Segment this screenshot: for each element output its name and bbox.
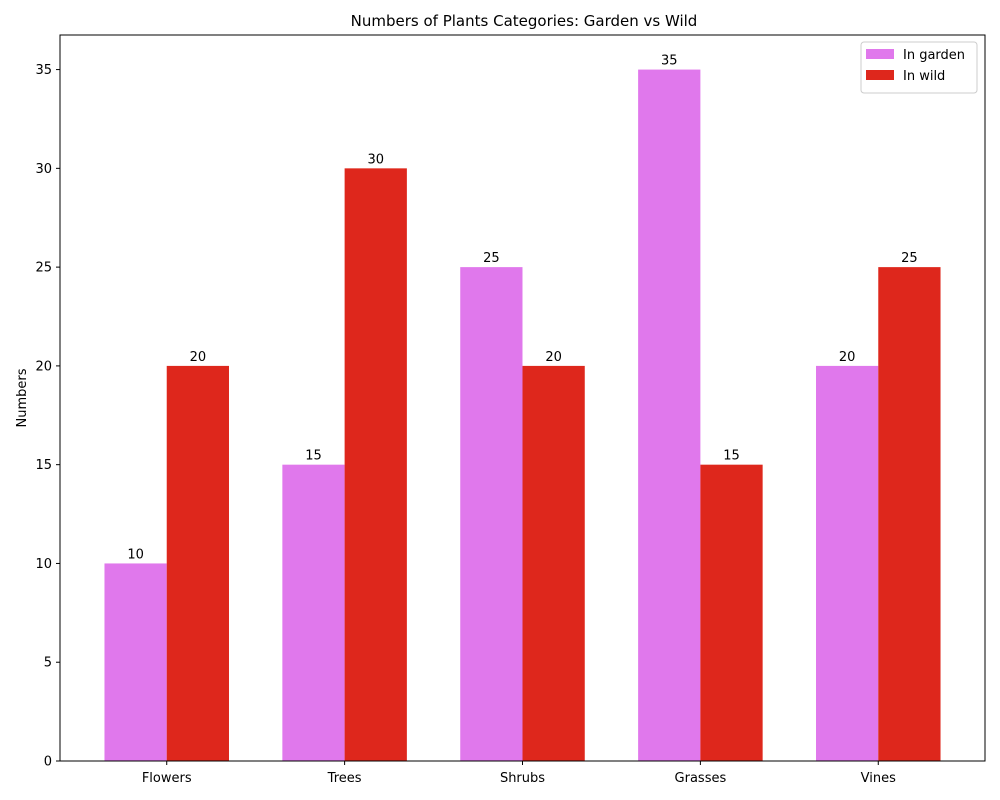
bar-flowers-in-garden xyxy=(104,563,167,761)
y-tick-label: 10 xyxy=(35,557,52,572)
y-tick-label: 25 xyxy=(35,261,52,276)
bar-value-label: 20 xyxy=(190,350,207,365)
x-tick-label: Trees xyxy=(327,771,362,786)
bar-value-label: 10 xyxy=(127,547,144,562)
bar-trees-in-garden xyxy=(282,464,345,761)
bar-value-label: 25 xyxy=(483,251,500,266)
chart-title: Numbers of Plants Categories: Garden vs … xyxy=(351,12,698,30)
y-tick-label: 30 xyxy=(35,162,52,177)
legend-swatch xyxy=(866,49,894,59)
bar-labels-group: 10 15 25 35 20 20 30 20 15 25 xyxy=(127,54,917,563)
bar-shrubs-in-wild xyxy=(522,365,585,761)
bar-value-label: 30 xyxy=(367,152,384,167)
bar-trees-in-wild xyxy=(344,168,407,762)
bars-group xyxy=(104,69,941,762)
bar-flowers-in-wild xyxy=(166,365,229,761)
bar-shrubs-in-garden xyxy=(460,267,523,761)
y-tick-label: 20 xyxy=(35,359,52,374)
bar-value-label: 15 xyxy=(723,449,740,464)
bar-grasses-in-garden xyxy=(638,69,701,762)
y-axis: 0 5 10 15 20 25 30 35 xyxy=(35,63,60,770)
plot-frame xyxy=(59,34,986,762)
x-tick-label: Grasses xyxy=(675,771,727,786)
bar-value-label: 35 xyxy=(661,54,678,69)
y-axis-label: Numbers xyxy=(15,368,30,427)
bar-value-label: 15 xyxy=(305,449,322,464)
y-tick-label: 15 xyxy=(35,458,52,473)
legend: In garden In wild xyxy=(860,41,978,94)
bar-value-label: 25 xyxy=(901,251,918,266)
legend-swatch xyxy=(866,70,894,80)
bar-value-label: 20 xyxy=(839,350,856,365)
legend-label: In wild xyxy=(903,69,945,84)
bar-grasses-in-wild xyxy=(700,464,763,761)
x-tick-label: Flowers xyxy=(142,771,192,786)
y-tick-label: 35 xyxy=(35,63,52,78)
x-axis: Flowers Trees Shrubs Grasses Vines xyxy=(142,761,896,786)
legend-label: In garden xyxy=(903,48,965,63)
x-tick-label: Vines xyxy=(861,771,896,786)
bar-vines-in-wild xyxy=(878,267,941,761)
x-tick-label: Shrubs xyxy=(500,771,545,786)
bar-value-label: 20 xyxy=(545,350,562,365)
y-tick-label: 0 xyxy=(44,755,52,770)
y-tick-label: 5 xyxy=(44,656,52,671)
bar-vines-in-garden xyxy=(816,365,879,761)
